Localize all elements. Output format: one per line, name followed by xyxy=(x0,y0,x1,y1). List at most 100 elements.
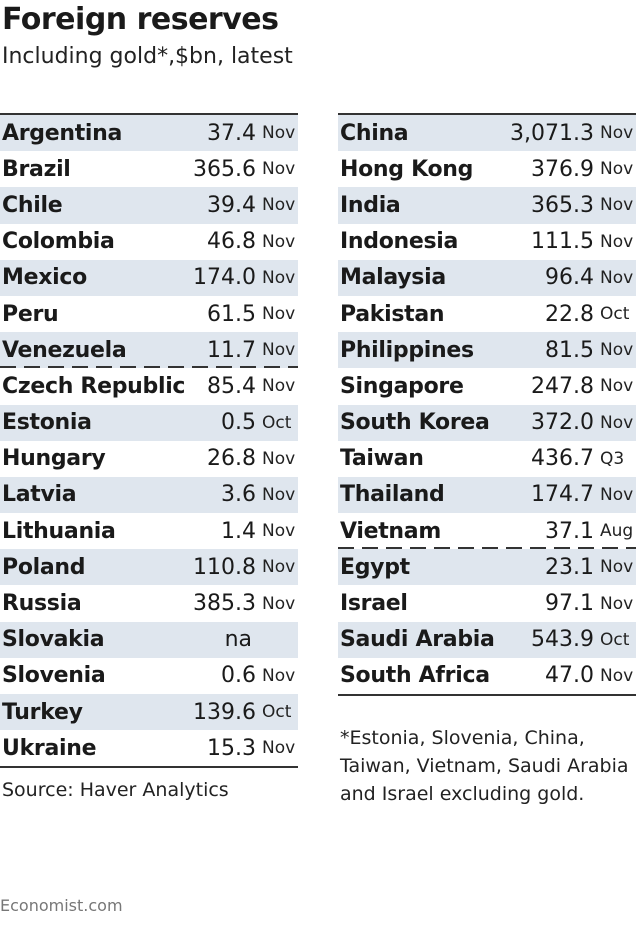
reserve-value: 3.6 xyxy=(221,482,256,508)
table-row: Peru 61.5 Nov xyxy=(0,296,298,332)
table-row: Ukraine 15.3 Nov xyxy=(0,730,298,769)
country-name: Argentina xyxy=(2,120,123,146)
table-row: Chile 39.4 Nov xyxy=(0,187,298,224)
reserve-value: 174.7 xyxy=(531,482,594,508)
table-row: India 365.3 Nov xyxy=(338,187,636,224)
period-label: Nov xyxy=(600,593,634,614)
period-label: Nov xyxy=(600,484,634,505)
period-label: Oct xyxy=(600,304,630,325)
reserve-value: 37.1 xyxy=(545,518,594,544)
period-label: Nov xyxy=(600,376,634,397)
table-row: Turkey 139.6 Oct xyxy=(0,694,298,731)
country-name: Indonesia xyxy=(340,229,459,255)
reserve-value: 39.4 xyxy=(207,192,256,218)
reserve-value: 23.1 xyxy=(545,554,594,580)
period-label: Nov xyxy=(600,267,634,288)
table-row: Thailand 174.7 Nov xyxy=(338,476,636,514)
period-label: Nov xyxy=(262,231,296,252)
country-name: South Korea xyxy=(340,410,490,436)
footnote: *Estonia, Slovenia, China, Taiwan, Vietn… xyxy=(340,727,629,805)
period-label: Nov xyxy=(262,593,296,614)
reserve-value: 372.0 xyxy=(531,410,594,436)
period-label: Q3 xyxy=(600,448,625,469)
country-name: Thailand xyxy=(340,482,445,508)
reserve-value: 15.3 xyxy=(207,735,256,761)
country-name: Hong Kong xyxy=(340,156,474,182)
country-name: Colombia xyxy=(2,229,115,255)
period-label: Nov xyxy=(262,123,296,144)
country-name: Peru xyxy=(2,301,59,327)
country-name: Russia xyxy=(2,591,82,617)
reserve-value: 1.4 xyxy=(221,518,256,544)
period-label: Nov xyxy=(262,665,296,686)
period-label: Nov xyxy=(600,195,634,216)
country-name: South Africa xyxy=(340,663,490,689)
country-name: Slovakia xyxy=(2,627,105,653)
period-label: Nov xyxy=(262,521,296,542)
country-name: Slovenia xyxy=(2,663,106,689)
period-label: Nov xyxy=(262,304,296,325)
country-name: Venezuela xyxy=(2,337,127,363)
country-name: Mexico xyxy=(2,265,87,291)
period-label: Nov xyxy=(600,159,634,180)
reserve-value: 543.9 xyxy=(531,627,594,653)
reserve-value: 376.9 xyxy=(531,156,594,182)
period-label: Nov xyxy=(262,267,296,288)
period-label: Nov xyxy=(262,159,296,180)
reserve-value: 436.7 xyxy=(531,446,594,472)
country-name: Latvia xyxy=(2,482,77,508)
reserve-value: 46.8 xyxy=(207,229,256,255)
country-name: Philippines xyxy=(340,337,474,363)
table-row: Slovenia 0.6 Nov xyxy=(0,658,298,694)
period-label: Nov xyxy=(262,448,296,469)
reserve-value: 0.6 xyxy=(221,663,256,689)
table-row: Russia 385.3 Nov xyxy=(0,585,298,621)
source-note: Source: Haver Analytics xyxy=(2,779,229,801)
country-name: Malaysia xyxy=(340,265,446,291)
table-row: Saudi Arabia 543.9 Oct xyxy=(338,621,636,658)
reserve-value: 37.4 xyxy=(207,120,256,146)
country-name: Singapore xyxy=(340,373,464,399)
country-name: Chile xyxy=(2,192,63,218)
country-name: Taiwan xyxy=(340,446,424,472)
country-name: Ukraine xyxy=(2,735,97,761)
brand-label: Economist.com xyxy=(0,896,123,915)
table-row: Indonesia 111.5 Nov xyxy=(338,224,636,260)
table-row: Estonia 0.5 Oct xyxy=(0,404,298,441)
table-left-column: Argentina 37.4 Nov Brazil 365.6 Nov Chile 39.4 N… xyxy=(0,113,298,769)
table-row: Philippines 81.5 Nov xyxy=(338,332,636,369)
reserve-value: 3,071.3 xyxy=(510,120,594,146)
table-row: Hong Kong 376.9 Nov xyxy=(338,151,636,187)
table-row: Malaysia 96.4 Nov xyxy=(338,259,636,296)
period-label: Nov xyxy=(600,231,634,252)
reserve-value: 365.3 xyxy=(531,192,594,218)
table-row: South Africa 47.0 Nov xyxy=(338,658,636,696)
country-name: Vietnam xyxy=(340,518,441,544)
reserve-value: 111.5 xyxy=(531,229,594,255)
reserve-value: 0.5 xyxy=(221,410,256,436)
table-row: Vietnam 37.1 Aug xyxy=(338,513,636,550)
period-label: Nov xyxy=(262,376,296,397)
period-label: Nov xyxy=(600,412,634,433)
table-row: Israel 97.1 Nov xyxy=(338,585,636,621)
country-name: Poland xyxy=(2,554,86,580)
country-name: Pakistan xyxy=(340,301,445,327)
period-label: Oct xyxy=(262,412,292,433)
table-row: China 3,071.3 Nov xyxy=(338,115,636,152)
country-name: Saudi Arabia xyxy=(340,627,495,653)
period-label: Nov xyxy=(262,484,296,505)
period-label: Nov xyxy=(262,195,296,216)
table-row: Singapore 247.8 Nov xyxy=(338,368,636,404)
table-row: Mexico 174.0 Nov xyxy=(0,259,298,296)
reserve-value: 96.4 xyxy=(545,265,594,291)
reserve-value: 26.8 xyxy=(207,446,256,472)
period-label: Nov xyxy=(262,738,296,759)
reserve-value: 174.0 xyxy=(193,265,256,291)
table-row: Lithuania 1.4 Nov xyxy=(0,513,298,549)
reserve-value: 47.0 xyxy=(545,663,594,689)
reserve-value: 110.8 xyxy=(193,554,256,580)
table-row: Slovakia na xyxy=(0,621,298,658)
table-row: Colombia 46.8 Nov xyxy=(0,224,298,260)
table-row: Venezuela 11.7 Nov xyxy=(0,332,298,369)
country-name: Lithuania xyxy=(2,518,116,544)
